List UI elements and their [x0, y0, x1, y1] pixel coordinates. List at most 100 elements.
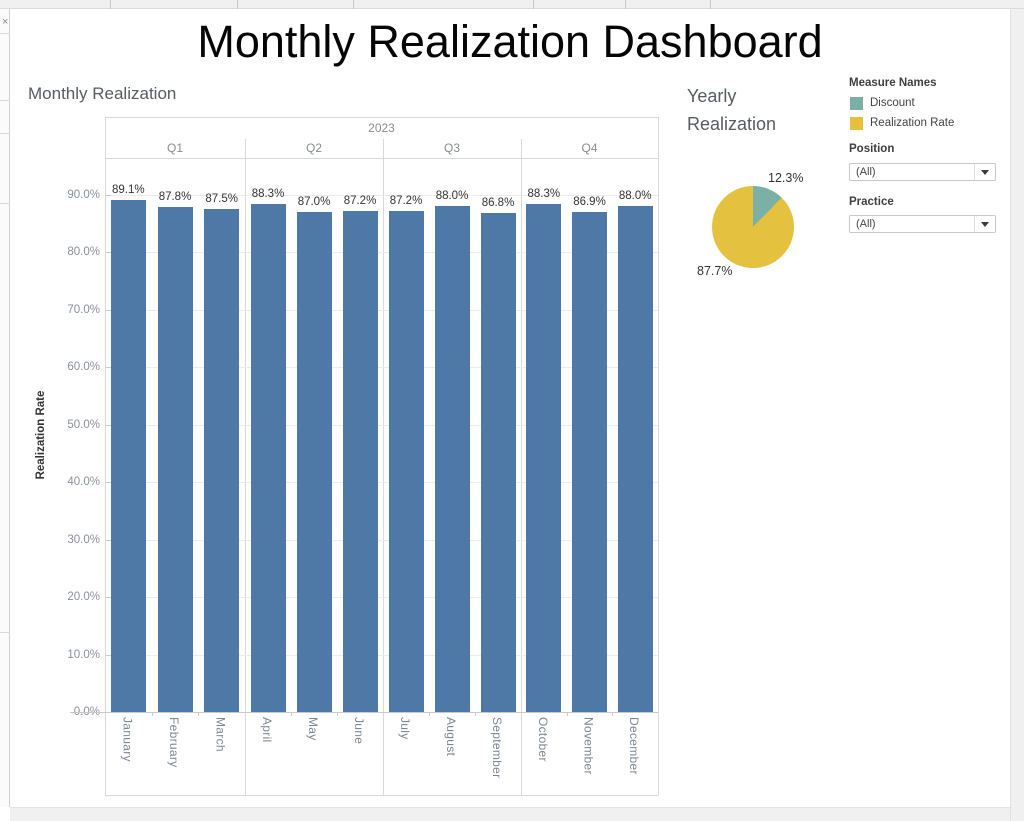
tab-separator — [237, 0, 238, 9]
pie-slice-label-discount: 12.3% — [768, 171, 803, 185]
y-axis-tick-label: 50.0% — [40, 418, 100, 432]
month-header-january[interactable]: January — [120, 717, 134, 762]
y-axis-tick-label: 80.0% — [40, 245, 100, 259]
bar-value-label: 87.5% — [199, 192, 245, 206]
filter-dropdown-position[interactable]: (All) — [849, 163, 996, 181]
bar-value-label: 87.8% — [152, 190, 198, 204]
bar-july[interactable] — [389, 211, 424, 712]
legend-swatch-icon — [850, 117, 863, 130]
month-header-september[interactable]: September — [490, 717, 504, 778]
filter-label-position: Position — [849, 143, 894, 155]
bar-value-label: 88.0% — [429, 189, 475, 203]
month-boundary-tick — [291, 712, 292, 716]
month-header-june[interactable]: June — [352, 717, 366, 744]
month-header-august[interactable]: August — [444, 717, 458, 756]
legend-swatch-icon — [850, 97, 863, 110]
bar-value-label: 89.1% — [105, 183, 151, 197]
bar-march[interactable] — [204, 209, 239, 712]
bar-april[interactable] — [251, 204, 286, 712]
chevron-down-icon — [981, 222, 989, 227]
pie-title-line-1: Yearly — [687, 82, 776, 110]
month-boundary-tick — [567, 712, 568, 716]
y-axis-tick-label: 90.0% — [40, 188, 100, 202]
yearly-realization-pie-chart[interactable] — [712, 186, 794, 268]
panel-divider — [0, 33, 10, 34]
quarter-header-q4[interactable]: Q4 — [550, 141, 630, 155]
month-boundary-tick — [152, 712, 153, 716]
bar-may[interactable] — [297, 212, 332, 712]
bar-december[interactable] — [618, 206, 653, 712]
x-axis-baseline — [70, 712, 658, 713]
top-edge-strip — [0, 0, 1024, 9]
bar-value-label: 88.3% — [521, 187, 567, 201]
y-axis-tick-label: 10.0% — [40, 648, 100, 662]
dropdown-button[interactable] — [974, 164, 995, 180]
bar-value-label: 87.2% — [337, 194, 383, 208]
legend-item-label: Realization Rate — [870, 117, 954, 130]
legend-item-discount[interactable]: Discount — [850, 97, 1000, 110]
chevron-down-icon — [981, 170, 989, 175]
quarter-separator — [245, 139, 246, 795]
panel-divider — [0, 100, 10, 101]
month-header-july[interactable]: July — [398, 717, 412, 740]
panel-divider — [0, 632, 10, 633]
month-area-bottom-border — [105, 795, 658, 796]
y-axis-tick-label: 70.0% — [40, 303, 100, 317]
dashboard-title: Monthly Realization Dashboard — [10, 16, 1010, 68]
month-header-april[interactable]: April — [260, 717, 274, 743]
pie-chart-sheet-title: Yearly Realization — [687, 82, 776, 138]
month-boundary-tick — [429, 712, 430, 716]
quarter-header-q3[interactable]: Q3 — [412, 141, 492, 155]
y-axis-tick-label: 20.0% — [40, 590, 100, 604]
bar-value-label: 86.9% — [567, 195, 613, 209]
dropdown-selected-value: (All) — [856, 216, 876, 233]
month-header-october[interactable]: October — [536, 717, 550, 762]
filter-dropdown-practice[interactable]: (All) — [849, 215, 996, 233]
bar-august[interactable] — [435, 206, 470, 712]
pie-title-line-2: Realization — [687, 110, 776, 138]
panel-divider — [0, 133, 10, 134]
quarter-header-q1[interactable]: Q1 — [135, 141, 215, 155]
tab-separator — [533, 0, 534, 9]
quarter-separator — [105, 117, 106, 795]
month-header-may[interactable]: May — [306, 717, 320, 741]
bar-november[interactable] — [572, 212, 607, 712]
quarter-header-q2[interactable]: Q2 — [274, 141, 354, 155]
y-axis-tick-label: 60.0% — [40, 360, 100, 374]
y-axis-tick-label: 30.0% — [40, 533, 100, 547]
dropdown-selected-value: (All) — [856, 164, 876, 181]
bar-value-label: 87.0% — [291, 195, 337, 209]
close-icon[interactable]: × — [2, 17, 8, 28]
month-header-november[interactable]: November — [582, 717, 596, 775]
year-column-header[interactable]: 2023 — [105, 121, 658, 135]
tab-separator — [625, 0, 626, 9]
bar-september[interactable] — [481, 213, 516, 712]
month-boundary-tick — [612, 712, 613, 716]
bar-chart-sheet-title: Monthly Realization — [28, 84, 176, 104]
y-axis-tick-label: 40.0% — [40, 475, 100, 489]
bar-june[interactable] — [343, 211, 378, 712]
month-boundary-tick — [337, 712, 338, 716]
pie-slice-label-realization-rate: 87.7% — [697, 264, 732, 278]
bar-value-label: 88.0% — [612, 189, 658, 203]
month-header-march[interactable]: March — [214, 717, 228, 752]
tab-separator — [353, 0, 354, 9]
tab-separator — [110, 0, 111, 9]
month-boundary-tick — [475, 712, 476, 716]
month-header-december[interactable]: December — [627, 717, 641, 775]
bar-february[interactable] — [158, 207, 193, 712]
quarter-separator — [383, 139, 384, 795]
bar-october[interactable] — [526, 204, 561, 712]
left-edge-panel: × — [0, 9, 10, 807]
quarter-separator — [658, 117, 659, 795]
legend-item-realization-rate[interactable]: Realization Rate — [850, 117, 1000, 130]
bar-value-label: 86.8% — [475, 196, 521, 210]
month-header-february[interactable]: February — [167, 717, 181, 767]
bar-value-label: 87.2% — [383, 194, 429, 208]
tab-separator — [710, 0, 711, 9]
legend-item-label: Discount — [870, 97, 915, 110]
right-edge-strip — [1010, 9, 1024, 821]
dropdown-button[interactable] — [974, 216, 995, 232]
bar-january[interactable] — [111, 200, 146, 712]
legend-title: Measure Names — [849, 77, 937, 89]
